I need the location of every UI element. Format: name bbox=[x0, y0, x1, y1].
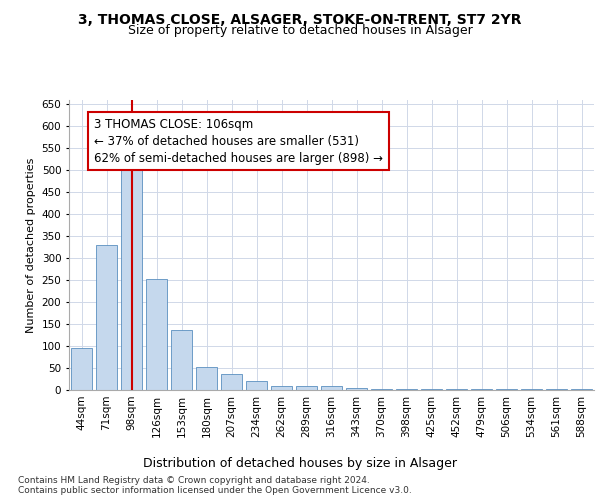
Bar bbox=[296, 386, 317, 390]
Bar bbox=[71, 348, 92, 390]
Bar bbox=[446, 389, 467, 390]
Bar bbox=[196, 366, 217, 390]
Bar bbox=[321, 386, 342, 390]
Bar bbox=[421, 389, 442, 390]
Bar bbox=[146, 279, 167, 390]
Bar bbox=[246, 381, 267, 390]
Text: 3, THOMAS CLOSE, ALSAGER, STOKE-ON-TRENT, ST7 2YR: 3, THOMAS CLOSE, ALSAGER, STOKE-ON-TRENT… bbox=[78, 12, 522, 26]
Text: Distribution of detached houses by size in Alsager: Distribution of detached houses by size … bbox=[143, 458, 457, 470]
Bar bbox=[396, 389, 417, 390]
Bar bbox=[521, 389, 542, 390]
Text: Contains HM Land Registry data © Crown copyright and database right 2024.
Contai: Contains HM Land Registry data © Crown c… bbox=[18, 476, 412, 495]
Bar bbox=[171, 330, 192, 390]
Bar bbox=[496, 389, 517, 390]
Bar bbox=[221, 374, 242, 390]
Bar bbox=[271, 386, 292, 390]
Text: 3 THOMAS CLOSE: 106sqm
← 37% of detached houses are smaller (531)
62% of semi-de: 3 THOMAS CLOSE: 106sqm ← 37% of detached… bbox=[94, 118, 383, 164]
Bar bbox=[546, 389, 567, 390]
Bar bbox=[121, 168, 142, 390]
Bar bbox=[371, 388, 392, 390]
Bar bbox=[571, 388, 592, 390]
Bar bbox=[471, 389, 492, 390]
Y-axis label: Number of detached properties: Number of detached properties bbox=[26, 158, 36, 332]
Bar bbox=[96, 245, 117, 390]
Text: Size of property relative to detached houses in Alsager: Size of property relative to detached ho… bbox=[128, 24, 472, 37]
Bar bbox=[346, 388, 367, 390]
